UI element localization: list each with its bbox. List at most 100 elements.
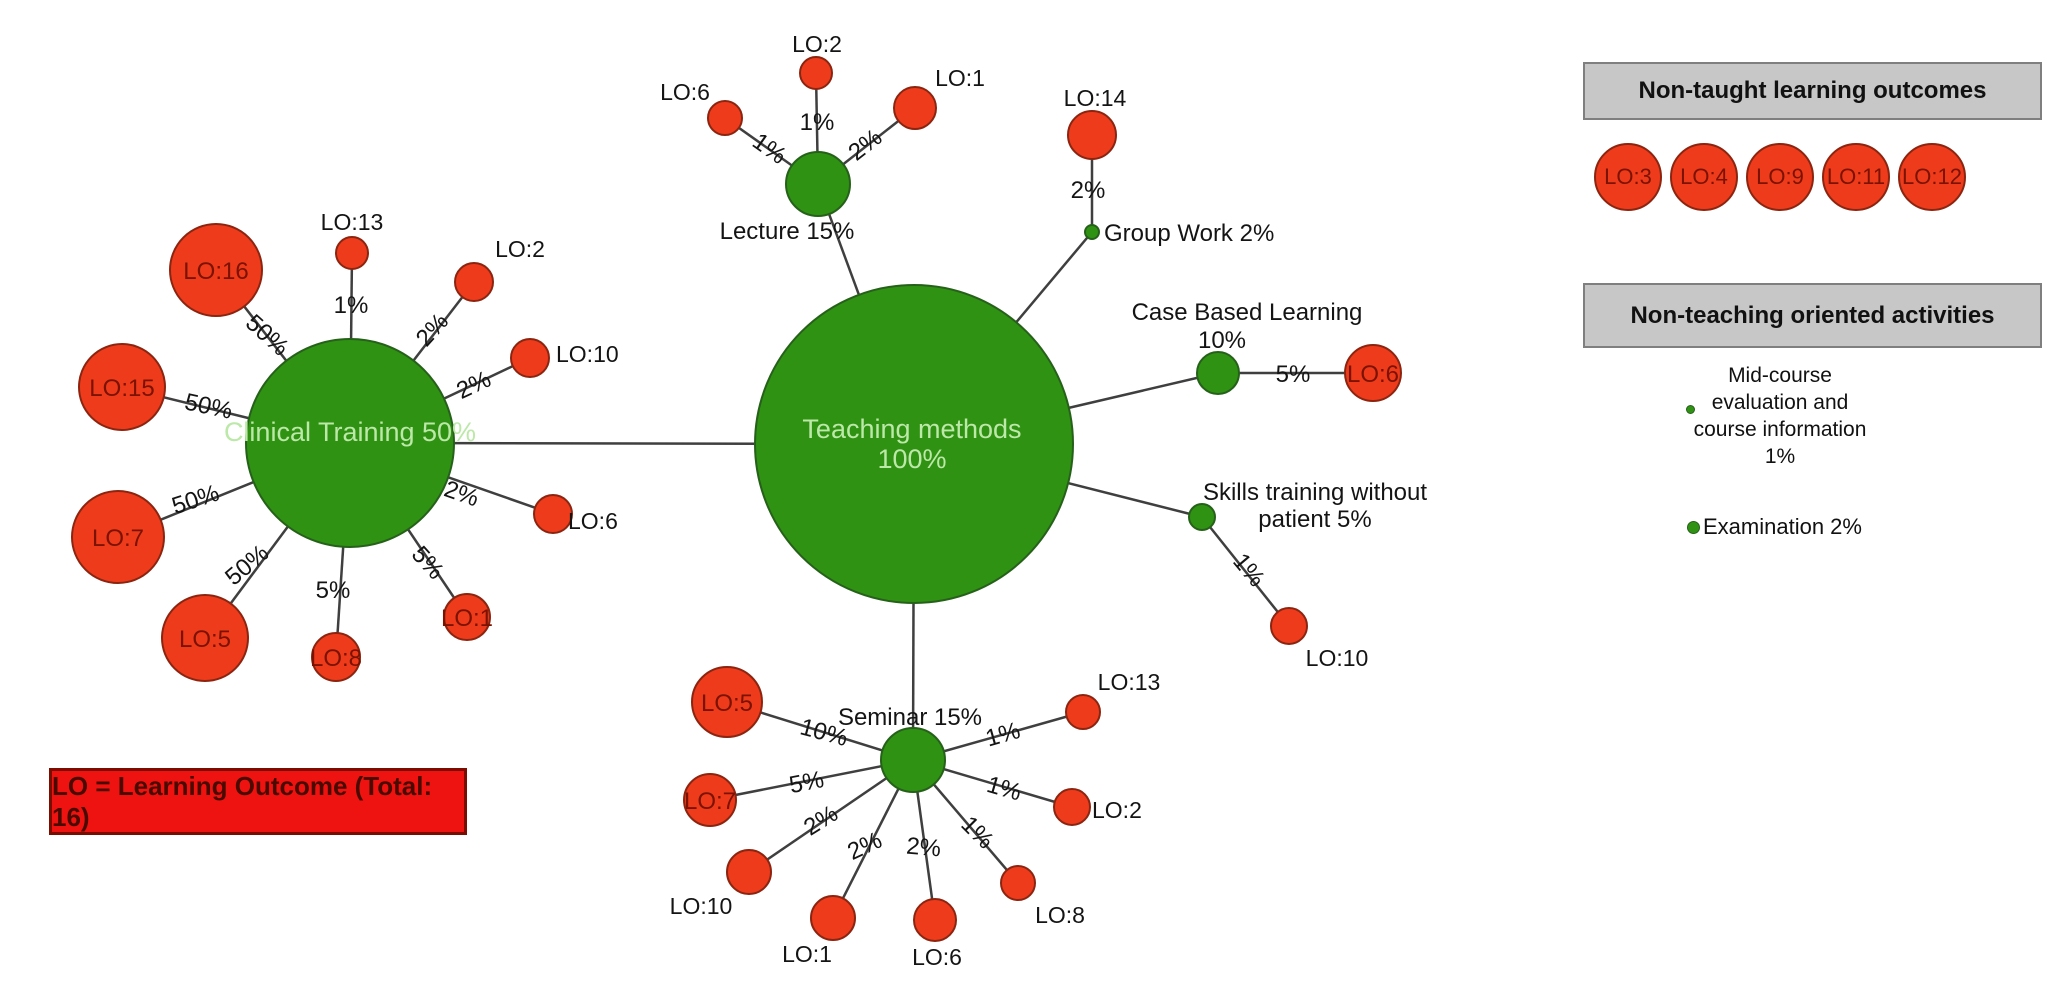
node-LO15c [78,343,166,431]
lo-circle-label: LO:3 [1604,164,1652,189]
case-based-learning-pct: 10% [1198,327,1246,354]
lo1-seminar-label: LO:1 [782,941,832,967]
node-LO7s [683,773,737,827]
edge-label-clinical-LO8c: 5% [316,577,351,604]
node-LO13s [1065,694,1101,730]
node-groupwork [1084,224,1100,240]
clinical-training-label: Clinical Training 50% [224,417,476,447]
edge-label-clinical-LO7c: 50% [169,480,223,521]
lo-circle-label: LO:11 [1826,164,1886,189]
edge-label-clinical-LO6c: 2% [441,475,483,512]
teaching-methods-label: Teaching methods 100% [802,414,1021,474]
node-LO1s [810,895,856,941]
lo-circle-label: LO:9 [1756,164,1804,189]
node-skills [1188,503,1216,531]
non-taught-lo-circle: LO:9 [1746,143,1814,211]
lo6-seminar-label: LO:6 [912,944,962,970]
node-LO14 [1067,110,1117,160]
lo-circle-label: LO:4 [1680,164,1728,189]
lo-circle-label: LO:12 [1902,164,1962,189]
edge-skills-LO10sk [1201,516,1290,627]
lo10-seminar-label: LO:10 [670,893,733,919]
case-based-learning-label: Case Based Learning [1132,299,1363,326]
non-taught-circles: LO:3 LO:4 LO:9 LO:11 LO:12 [1594,143,1966,211]
skills-training-label-line1: Skills training without [1203,479,1427,506]
lo6-cbl-label: LO:6 [1347,361,1399,388]
lo16-label: LO:16 [183,258,248,285]
lo15-label: LO:15 [89,375,154,402]
lo6-lecture-label: LO:6 [660,79,710,105]
non-taught-lo-circle: LO:12 [1898,143,1966,211]
lo2-lecture-label: LO:2 [792,31,842,57]
midcourse-line: evaluation and [1711,391,1849,414]
lo6-clinical-label: LO:6 [568,508,618,534]
node-LO1l [893,86,937,130]
edge-seminar-LO10s [748,758,914,874]
midcourse-dot-icon [1686,405,1695,414]
edge-label-cbl-LO6cb: 5% [1276,361,1311,388]
node-seminar [880,727,946,793]
node-LO1c [443,593,491,641]
non-taught-lo-circle: LO:4 [1670,143,1738,211]
lo5-clinical-label: LO:5 [179,626,231,653]
node-LO8c [311,632,361,682]
non-teaching-header-label: Non-teaching oriented activities [1630,301,1995,329]
node-LO10sk [1270,607,1308,645]
lo2-seminar-label: LO:2 [1092,797,1142,823]
node-LO2c [454,262,494,302]
midcourse-line: course information [1693,418,1867,441]
node-teaching [754,284,1074,604]
lo14-label: LO:14 [1064,85,1127,111]
skills-training-label-line2: patient 5% [1258,506,1371,533]
midcourse-line: 1% [1764,445,1796,468]
node-LO5s [691,666,763,738]
lo5-seminar-inside-label: LO:5 [701,690,753,717]
non-taught-header: Non-taught learning outcomes [1583,62,2042,120]
edge-label-seminar-LO7s: 5% [787,766,826,799]
lo7-clinical-label: LO:7 [92,525,144,552]
non-taught-header-label: Non-taught learning outcomes [1638,77,1987,104]
node-clinical [245,338,455,548]
non-teaching-header: Non-teaching oriented activities [1583,283,2042,348]
lo8-seminar-label: LO:8 [1035,902,1085,928]
examination-label: Examination 2% [1703,514,1862,539]
non-taught-lo-circle: LO:11 [1822,143,1890,211]
edge-label-seminar-LO10s: 2% [799,800,843,841]
examination-dot-icon [1687,521,1700,534]
edge-label-clinical-LO13c: 1% [334,292,369,319]
node-LO7c [71,490,165,584]
node-lecture [785,151,851,217]
lo7-seminar-inside-label: LO:7 [684,788,736,815]
edge-label-clinical-LO16c: 50% [240,309,294,361]
node-LO2s [1053,788,1091,826]
lo13-clinical-label: LO:13 [321,209,384,235]
lo13-seminar-label: LO:13 [1098,669,1161,695]
lo-legend-box: LO = Learning Outcome (Total: 16) [49,768,467,835]
group-work-label: Group Work 2% [1104,220,1274,247]
node-LO13c [335,236,369,270]
node-LO5c [161,594,249,682]
node-LO2l [799,56,833,90]
seminar-label: Seminar 15% [838,704,982,731]
lo1-clinical-label: LO:1 [441,605,493,632]
node-LO10s [726,849,772,895]
lo-legend-label: LO = Learning Outcome (Total: 16) [52,770,433,832]
lo2-clinical-label: LO:2 [495,236,545,262]
edge-label-seminar-LO1s: 2% [843,827,886,866]
node-LO16c [169,223,263,317]
lo8-clinical-label: LO:8 [310,645,362,672]
lecture-label: Lecture 15% [720,218,855,245]
edge-label-clinical-LO10c: 2% [452,366,495,405]
edge-label-lecture-LO6l: 1% [747,128,791,170]
edge-label-seminar-LO13s: 1% [983,717,1024,753]
node-cbl [1196,351,1240,395]
node-LO6s [913,898,957,942]
midcourse-line: Mid-course [1728,364,1832,387]
edge-label-clinical-LO1c: 5% [406,541,449,585]
lo10-skills-label: LO:10 [1306,645,1369,671]
non-taught-lo-circle: LO:3 [1594,143,1662,211]
node-LO6c [533,494,573,534]
node-LO6l [707,100,743,136]
